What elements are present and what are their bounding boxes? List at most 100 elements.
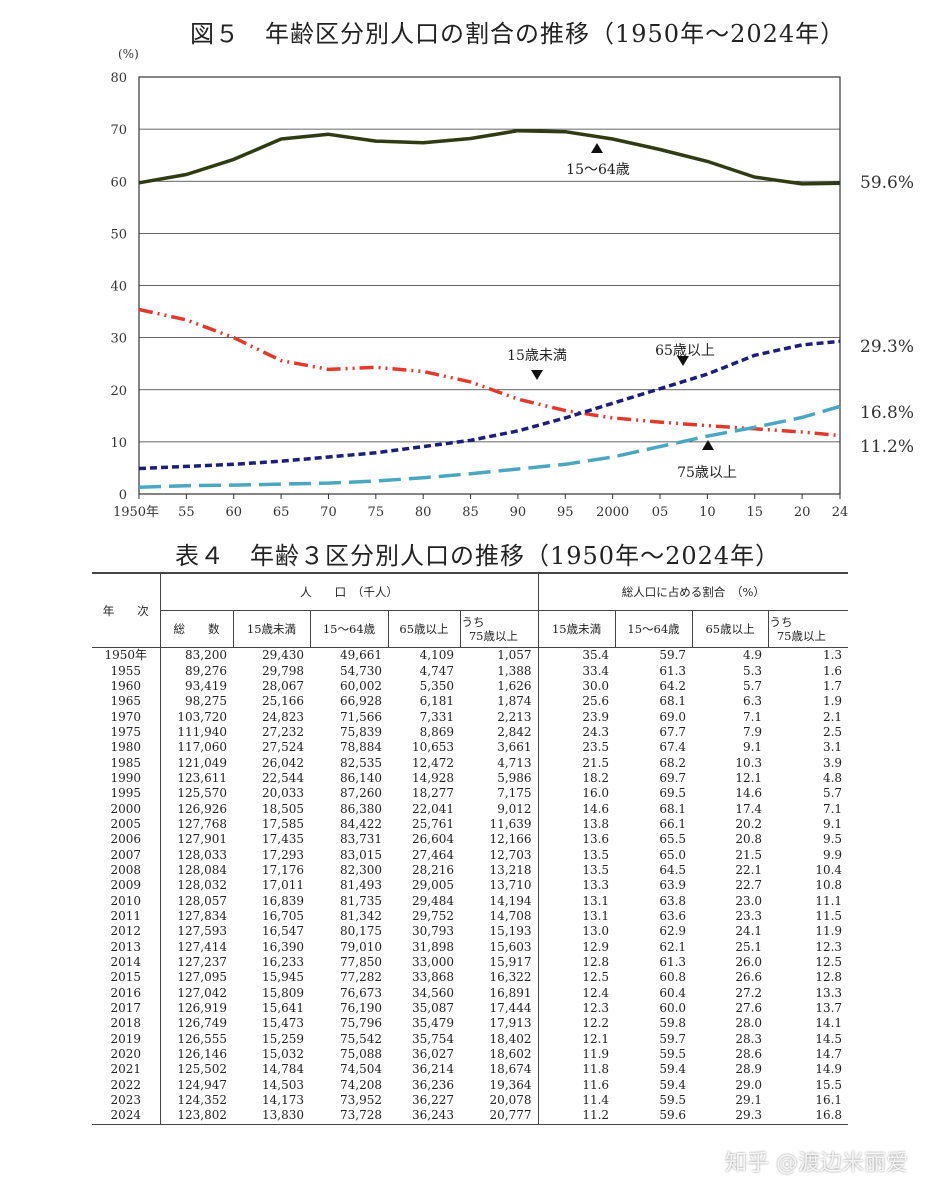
value-cell: 4,713 (460, 755, 539, 771)
value-cell: 64.5 (659, 862, 687, 877)
value-cell: 3.1 (822, 740, 843, 755)
value-cell: 1,388 (460, 663, 539, 679)
value-cell: 126,749 (177, 1016, 227, 1031)
table-row: 2024 123,802 13,830 73,728 36,243 20,777 11.2 5… (92, 1108, 849, 1125)
value-cell: 12.5 (582, 970, 610, 985)
value-cell: 117,060 (177, 740, 227, 755)
value-cell: 9,012 (460, 801, 539, 817)
value-cell: 75,542 (340, 1031, 382, 1046)
value-cell: 29,798 (262, 663, 304, 678)
year-cell: 2012 (92, 924, 161, 940)
year-cell: 1980 (92, 740, 161, 756)
table-row: 2019 126,555 15,259 75,542 35,754 18,402 12.1 5… (92, 1031, 848, 1047)
value-cell: 28.9 (735, 1062, 763, 1077)
value-cell: 29,752 (412, 909, 454, 924)
value-cell: 9.5 (822, 832, 843, 847)
value-cell: 26.6 (735, 970, 763, 985)
value-cell: 13.7 (815, 1001, 843, 1016)
year-cell: 2018 (92, 1016, 161, 1032)
table-row: 2016 127,042 15,809 76,673 34,560 16,891 12.4 6… (92, 985, 848, 1001)
table-row: 2006 127,901 17,435 83,731 26,604 12,166 13.6 6… (92, 832, 848, 848)
value-cell: 16,705 (262, 909, 304, 924)
value-cell: 3.9 (822, 755, 843, 770)
value-cell: 73,728 (310, 1108, 388, 1125)
value-cell: 20,033 (262, 786, 304, 801)
value-cell: 30.0 (582, 678, 610, 693)
value-cell: 7,331 (419, 709, 454, 724)
value-cell: 16,891 (460, 985, 539, 1001)
y-tick-label: 30 (110, 332, 127, 347)
x-tick-label: 20 (794, 505, 811, 520)
year-cell: 2022 (92, 1077, 161, 1093)
value-cell: 16,390 (262, 939, 304, 954)
value-cell: 20.8 (735, 832, 763, 847)
year-cell: 1950年 (92, 647, 161, 664)
value-cell: 73,952 (340, 1093, 382, 1108)
value-cell: 66.1 (659, 816, 687, 831)
value-cell: 11,639 (460, 816, 539, 833)
value-cell: 74,504 (340, 1062, 382, 1077)
x-tick-label: 2000 (596, 505, 629, 520)
end-value-label: 16.8% (860, 403, 914, 423)
col-pct-15-64: 15～64歳 (614, 610, 693, 648)
value-cell: 59.5 (659, 1093, 687, 1108)
value-cell: 60,002 (340, 678, 382, 693)
value-cell: 49,661 (340, 648, 382, 663)
value-cell: 15,945 (262, 970, 304, 985)
year-cell: 2017 (92, 1000, 161, 1017)
year-cell: 2010 (92, 893, 161, 909)
table-row: 1960 93,419 28,067 60,002 5,350 1,626 30.0 64.2… (92, 678, 848, 695)
value-cell: 17,293 (262, 847, 304, 862)
y-tick-label: 80 (110, 71, 127, 86)
value-cell: 4,747 (419, 663, 454, 678)
value-cell: 12.4 (582, 985, 610, 1000)
value-cell: 59.5 (659, 1047, 687, 1062)
value-cell: 79,010 (340, 939, 382, 954)
value-cell: 60.4 (659, 985, 687, 1000)
value-cell: 28,067 (262, 678, 304, 693)
value-cell: 13.5 (582, 847, 610, 862)
table-row: 2008 128,084 17,176 82,300 28,216 13,218 13.5 6… (92, 862, 848, 879)
value-cell: 29,484 (412, 893, 454, 908)
value-cell: 2.5 (822, 724, 843, 739)
value-cell: 123,611 (177, 770, 227, 785)
value-cell: 127,414 (177, 939, 227, 954)
table-title: 表４ 年齢３区分別人口の推移（1950年～2024年） (175, 542, 781, 570)
value-cell: 69.5 (659, 786, 687, 801)
value-cell: 65.0 (659, 847, 687, 862)
table-row: 2012 127,593 16,547 80,175 30,793 15,193 13.0 6… (92, 924, 848, 940)
value-cell: 18,277 (412, 786, 454, 801)
value-cell: 36,027 (412, 1047, 454, 1062)
figure-title: 図５ 年齢区分別人口の割合の推移（1950年～2024年） (190, 20, 846, 48)
value-cell: 59.8 (659, 1016, 687, 1031)
value-cell: 13,710 (460, 878, 539, 894)
value-cell: 5,350 (419, 678, 454, 693)
value-cell: 29,005 (412, 878, 454, 893)
value-cell: 29.1 (735, 1093, 763, 1108)
value-cell: 82,535 (340, 755, 382, 770)
value-cell: 7,175 (460, 786, 539, 802)
value-cell: 126,919 (177, 1001, 227, 1016)
value-cell: 15,032 (262, 1047, 304, 1062)
table-row: 1950年 83,200 29,430 49,661 4,109 1,057 35.4 59.… (92, 647, 848, 664)
col-pct-65plus: 65歳以上 (691, 610, 769, 648)
value-cell: 64.2 (659, 678, 687, 693)
value-cell: 15,259 (262, 1031, 304, 1046)
value-cell: 12.8 (815, 970, 843, 985)
col-pct-75plus: うち 75歳以上 (767, 610, 849, 648)
value-cell: 7.9 (742, 724, 763, 739)
value-cell: 126,926 (177, 801, 227, 816)
value-cell: 6.3 (742, 694, 763, 709)
table-row: 1965 98,275 25,166 66,928 6,181 1,874 25.6 68.1… (92, 694, 848, 710)
table-row: 2017 126,919 15,641 76,190 35,087 17,444 12.3 6… (92, 1000, 848, 1017)
value-cell: 1.9 (822, 694, 843, 709)
value-cell: 21.5 (582, 755, 610, 770)
value-cell: 127,593 (177, 924, 227, 939)
value-cell: 5.7 (742, 678, 763, 693)
value-cell: 81,493 (340, 878, 382, 893)
value-cell: 2,213 (460, 709, 539, 725)
value-cell: 13,830 (233, 1108, 310, 1125)
pointer-triangle-icon (531, 370, 543, 380)
value-cell: 11.2 (538, 1108, 616, 1125)
value-cell: 63.6 (659, 909, 687, 924)
